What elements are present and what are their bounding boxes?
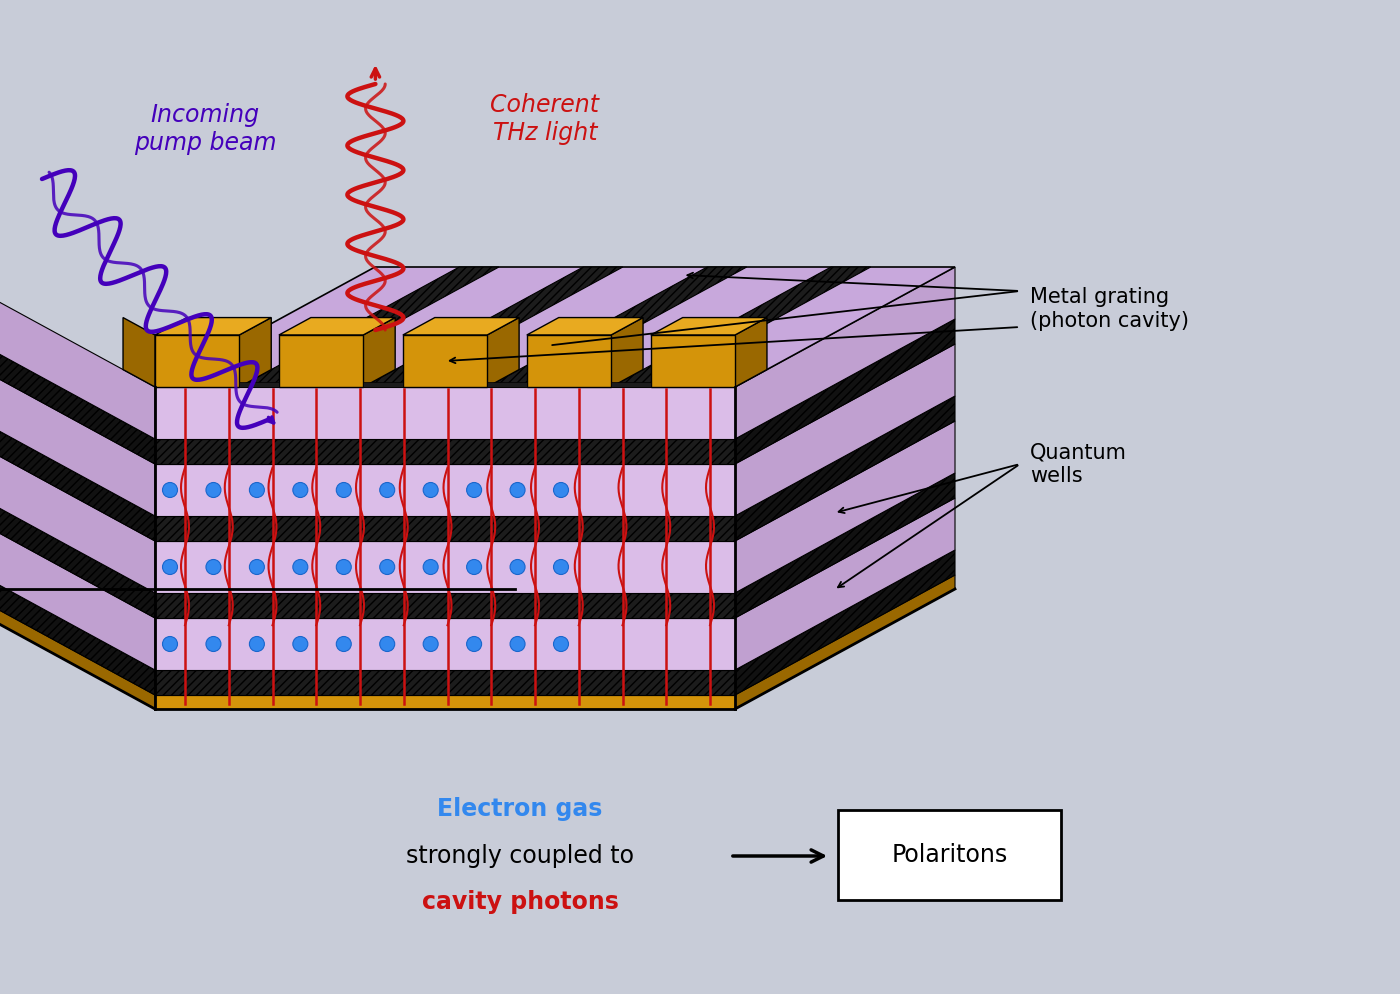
Polygon shape (155, 593, 735, 618)
Text: Quantum
wells: Quantum wells (1030, 442, 1127, 486)
Polygon shape (487, 317, 519, 387)
Circle shape (336, 560, 351, 575)
Circle shape (423, 636, 438, 651)
Circle shape (510, 560, 525, 575)
Polygon shape (526, 317, 643, 335)
Polygon shape (0, 498, 155, 670)
Polygon shape (155, 335, 239, 387)
Circle shape (249, 560, 265, 575)
Polygon shape (155, 317, 272, 335)
Circle shape (249, 636, 265, 651)
Text: Electron gas: Electron gas (437, 797, 602, 821)
Circle shape (162, 482, 178, 498)
Circle shape (162, 560, 178, 575)
Polygon shape (155, 439, 735, 464)
Polygon shape (0, 473, 155, 618)
Polygon shape (403, 317, 519, 335)
Polygon shape (239, 382, 279, 387)
Polygon shape (735, 421, 955, 593)
Polygon shape (0, 319, 155, 464)
Circle shape (249, 482, 265, 498)
Polygon shape (363, 382, 403, 387)
Text: Coherent
THz light: Coherent THz light (490, 93, 599, 145)
Circle shape (293, 560, 308, 575)
Polygon shape (487, 267, 746, 387)
Circle shape (293, 482, 308, 498)
Polygon shape (735, 498, 955, 670)
Circle shape (379, 482, 395, 498)
Polygon shape (651, 335, 735, 387)
Polygon shape (735, 396, 955, 541)
Polygon shape (610, 317, 643, 387)
Polygon shape (0, 396, 155, 541)
Circle shape (423, 482, 438, 498)
Circle shape (379, 560, 395, 575)
Polygon shape (735, 550, 955, 695)
Polygon shape (279, 317, 395, 335)
Polygon shape (610, 267, 871, 387)
Polygon shape (0, 267, 155, 439)
Text: Incoming
pump beam: Incoming pump beam (134, 103, 276, 155)
Polygon shape (403, 335, 487, 387)
FancyBboxPatch shape (839, 810, 1061, 900)
Circle shape (423, 560, 438, 575)
Polygon shape (155, 618, 735, 670)
Polygon shape (155, 541, 735, 593)
Circle shape (336, 636, 351, 651)
Circle shape (553, 560, 568, 575)
Polygon shape (651, 317, 767, 335)
Circle shape (336, 482, 351, 498)
Polygon shape (155, 464, 735, 516)
Circle shape (206, 636, 221, 651)
Circle shape (379, 636, 395, 651)
Text: strongly coupled to: strongly coupled to (406, 844, 634, 868)
Circle shape (466, 636, 482, 651)
Circle shape (206, 482, 221, 498)
Circle shape (553, 482, 568, 498)
Polygon shape (123, 317, 155, 387)
Circle shape (162, 636, 178, 651)
Polygon shape (155, 267, 955, 387)
Polygon shape (735, 344, 955, 516)
Polygon shape (735, 473, 955, 618)
Polygon shape (155, 516, 735, 541)
Circle shape (293, 636, 308, 651)
Polygon shape (487, 382, 526, 387)
Polygon shape (735, 317, 767, 387)
Polygon shape (610, 382, 651, 387)
Polygon shape (0, 421, 155, 593)
Polygon shape (0, 550, 155, 695)
Circle shape (466, 482, 482, 498)
Polygon shape (735, 575, 955, 709)
Circle shape (510, 636, 525, 651)
Circle shape (206, 560, 221, 575)
Polygon shape (155, 387, 735, 439)
Polygon shape (0, 575, 155, 709)
Text: Polaritons: Polaritons (892, 843, 1008, 867)
Circle shape (466, 560, 482, 575)
Circle shape (510, 482, 525, 498)
Circle shape (553, 636, 568, 651)
Text: cavity photons: cavity photons (421, 890, 619, 914)
Polygon shape (239, 317, 272, 387)
Text: Metal grating
(photon cavity): Metal grating (photon cavity) (1030, 287, 1189, 331)
Polygon shape (526, 335, 610, 387)
Polygon shape (363, 267, 623, 387)
Polygon shape (735, 319, 955, 464)
Polygon shape (155, 695, 735, 709)
Polygon shape (239, 267, 498, 387)
Polygon shape (279, 335, 363, 387)
Polygon shape (735, 267, 955, 439)
Polygon shape (0, 344, 155, 516)
Polygon shape (363, 317, 395, 387)
Polygon shape (155, 670, 735, 695)
